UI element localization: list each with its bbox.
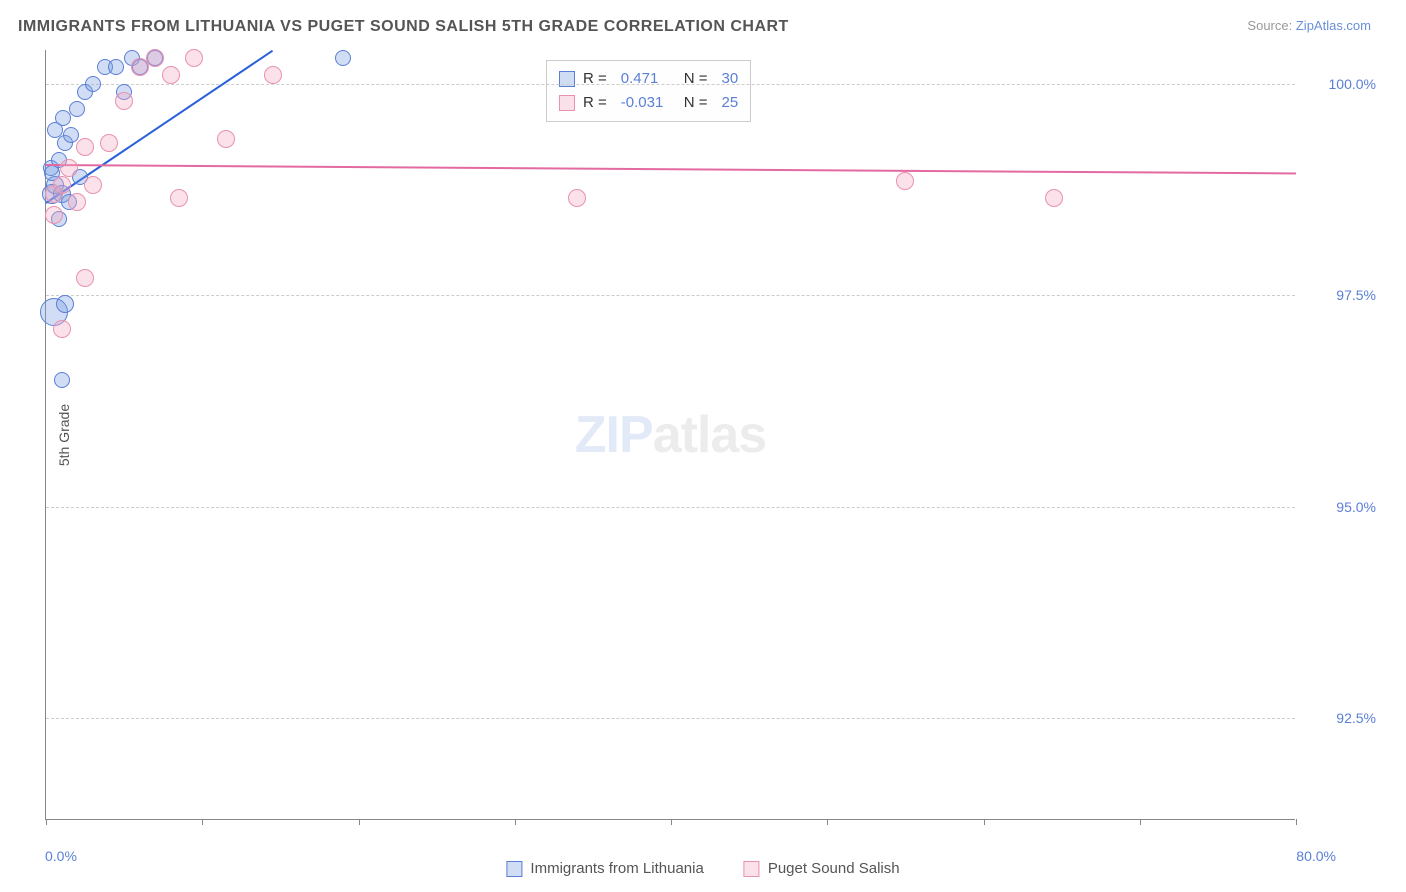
gridline-horizontal [46, 295, 1295, 296]
source-attribution: Source: ZipAtlas.com [1247, 18, 1371, 33]
source-link[interactable]: ZipAtlas.com [1296, 18, 1371, 33]
series-legend-label: Puget Sound Salish [768, 860, 900, 877]
x-tick [515, 819, 516, 825]
y-tick-label: 100.0% [1329, 76, 1376, 92]
data-point-lithuania [47, 122, 63, 138]
x-tick [46, 819, 47, 825]
data-point-lithuania [108, 59, 124, 75]
data-point-salish [185, 49, 203, 67]
watermark-zip: ZIP [575, 406, 653, 464]
x-axis-min-label: 0.0% [45, 848, 77, 864]
y-tick-label: 92.5% [1336, 710, 1376, 726]
legend-n-label: N = [684, 91, 708, 115]
y-axis-label: 5th Grade [56, 403, 72, 465]
series-legend-item-lithuania: Immigrants from Lithuania [506, 860, 703, 877]
watermark-atlas: atlas [653, 406, 767, 464]
legend-swatch-icon [744, 861, 760, 877]
series-legend-item-salish: Puget Sound Salish [744, 860, 900, 877]
data-point-salish [568, 189, 586, 207]
series-legend-label: Immigrants from Lithuania [530, 860, 703, 877]
gridline-horizontal [46, 507, 1295, 508]
source-label: Source: [1247, 18, 1292, 33]
chart-title: IMMIGRANTS FROM LITHUANIA VS PUGET SOUND… [18, 18, 789, 36]
watermark: ZIPatlas [575, 405, 766, 465]
data-point-salish [146, 49, 164, 67]
data-point-salish [76, 269, 94, 287]
legend-n-value: 30 [722, 67, 739, 91]
plot-area: 5th Grade ZIPatlas R = 0.471 N = 30 R = -0.03… [45, 50, 1295, 820]
data-point-lithuania [335, 50, 351, 66]
data-point-salish [217, 130, 235, 148]
legend-r-value: -0.031 [621, 91, 676, 115]
data-point-salish [1045, 189, 1063, 207]
data-point-salish [68, 193, 86, 211]
series-legend: Immigrants from Lithuania Puget Sound Sal… [506, 860, 899, 877]
legend-n-label: N = [684, 67, 708, 91]
data-point-salish [170, 189, 188, 207]
legend-r-label: R = [583, 91, 607, 115]
x-tick [1140, 819, 1141, 825]
data-point-salish [60, 159, 78, 177]
stats-legend: R = 0.471 N = 30 R = -0.031 N = 25 [546, 60, 751, 122]
data-point-lithuania [56, 295, 74, 313]
x-tick [671, 819, 672, 825]
data-point-lithuania [85, 76, 101, 92]
x-axis-max-label: 80.0% [1296, 848, 1336, 864]
x-tick [984, 819, 985, 825]
data-point-salish [53, 320, 71, 338]
trendline-salish [46, 164, 1296, 174]
data-point-lithuania [54, 372, 70, 388]
x-tick [359, 819, 360, 825]
gridline-horizontal [46, 84, 1295, 85]
data-point-salish [76, 138, 94, 156]
data-point-salish [162, 66, 180, 84]
legend-swatch-icon [506, 861, 522, 877]
stats-legend-row-lithuania: R = 0.471 N = 30 [559, 67, 738, 91]
data-point-salish [45, 206, 63, 224]
legend-r-value: 0.471 [621, 67, 676, 91]
data-point-salish [53, 176, 71, 194]
legend-r-label: R = [583, 67, 607, 91]
data-point-lithuania [63, 127, 79, 143]
data-point-salish [100, 134, 118, 152]
gridline-horizontal [46, 718, 1295, 719]
data-point-lithuania [69, 101, 85, 117]
y-tick-label: 97.5% [1336, 287, 1376, 303]
data-point-salish [84, 176, 102, 194]
data-point-salish [115, 92, 133, 110]
stats-legend-row-salish: R = -0.031 N = 25 [559, 91, 738, 115]
x-tick [1296, 819, 1297, 825]
x-tick [827, 819, 828, 825]
data-point-salish [896, 172, 914, 190]
legend-n-value: 25 [722, 91, 739, 115]
data-point-salish [264, 66, 282, 84]
y-tick-label: 95.0% [1336, 499, 1376, 515]
legend-swatch-icon [559, 95, 575, 111]
x-tick [202, 819, 203, 825]
